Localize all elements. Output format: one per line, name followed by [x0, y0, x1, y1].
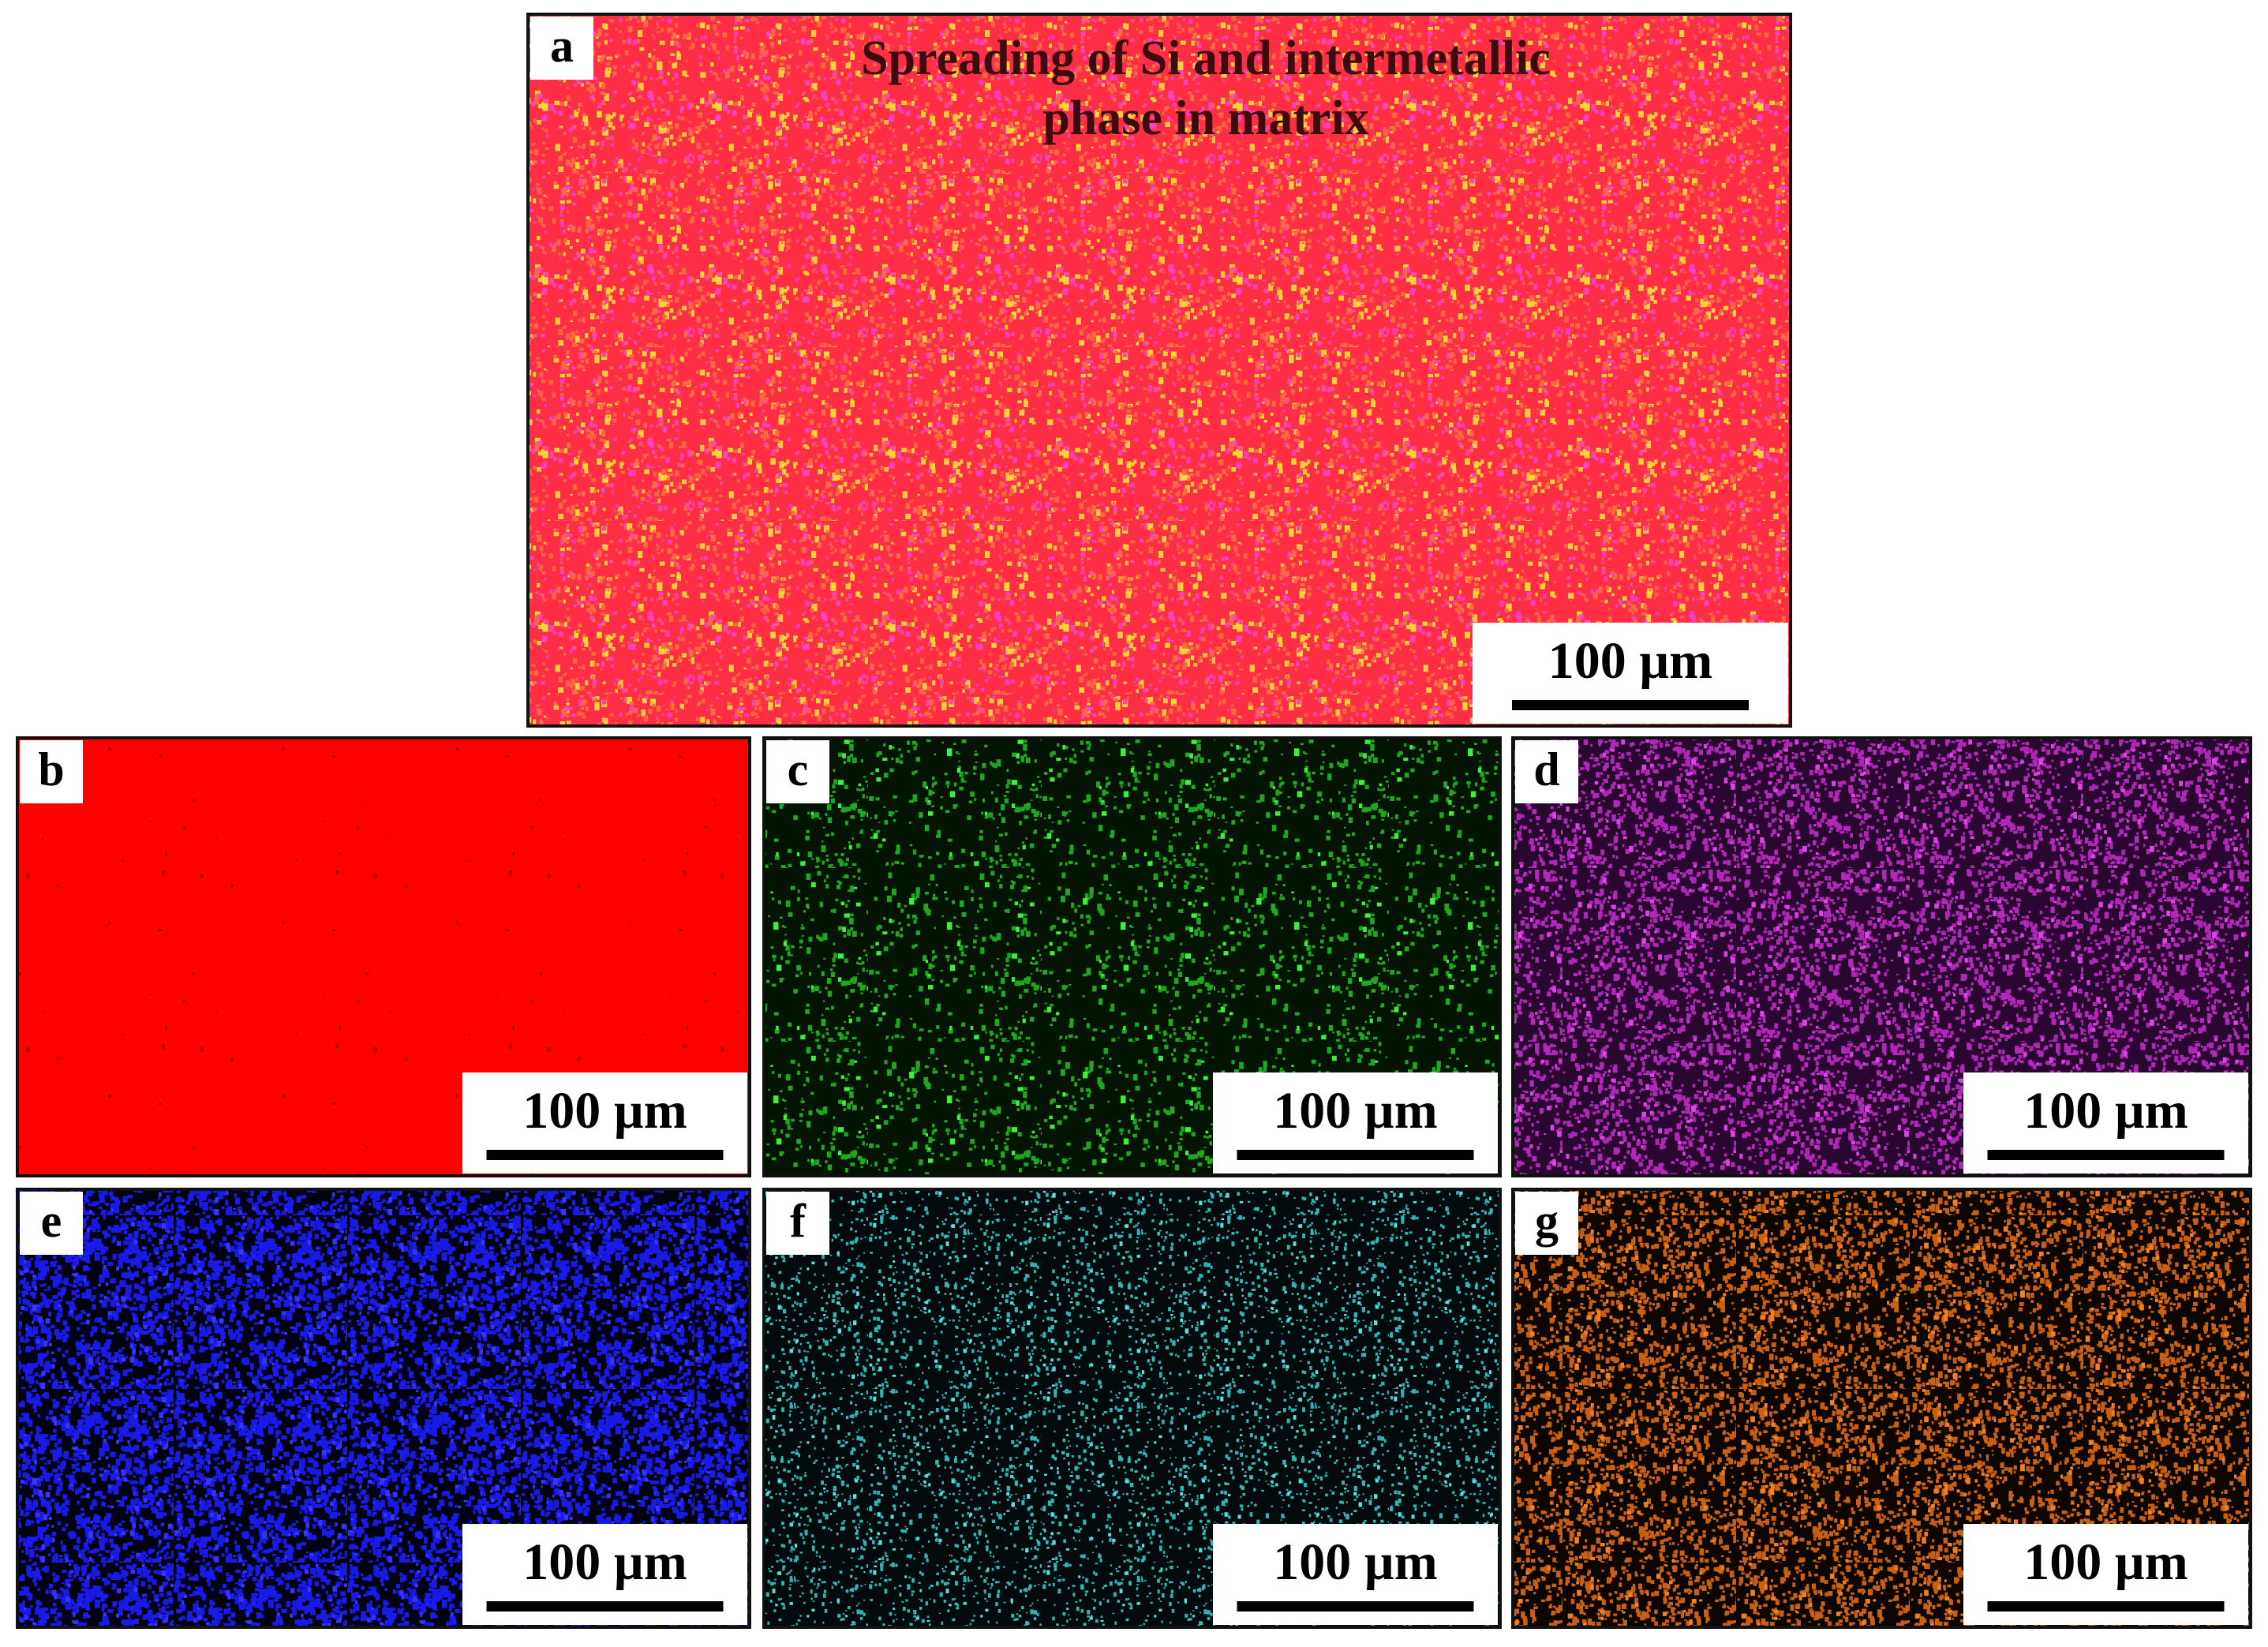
scale-bar: [1987, 1150, 2225, 1160]
scale-bar-text: 100 µm: [2023, 1533, 2188, 1591]
scale-bar-text: 100 µm: [522, 1082, 687, 1140]
map-panel: e 100 µm: [16, 1188, 751, 1629]
scale-bar: [486, 1150, 724, 1160]
panel-label: e: [41, 1195, 62, 1247]
scale-bar: [1512, 700, 1749, 710]
scale-bar-text: 100 µm: [2023, 1082, 2188, 1140]
scale-bar-text: 100 µm: [1273, 1082, 1438, 1140]
label-box: [766, 1192, 829, 1255]
scale-bar-text: 100 µm: [1548, 632, 1713, 690]
figure-title: Spreading of Si and intermetallic: [861, 32, 1551, 85]
panel-label: c: [788, 743, 809, 795]
panel-label: d: [1533, 743, 1559, 795]
scale-bar: [1237, 1150, 1474, 1160]
scale-bar: [1987, 1601, 2225, 1611]
label-box: [20, 1192, 83, 1255]
map-panel: d 100 µm: [1511, 736, 2252, 1177]
panel-label: b: [38, 743, 64, 795]
scale-bar: [486, 1601, 724, 1611]
panel-label: a: [550, 20, 574, 72]
scale-bar: [1237, 1601, 1474, 1611]
panel-label: g: [1535, 1195, 1559, 1247]
label-box: [1515, 740, 1578, 803]
figure-title: phase in matrix: [1042, 92, 1368, 145]
label-box: [1515, 1192, 1578, 1255]
map-panel: g 100 µm: [1511, 1188, 2252, 1629]
label-box: [20, 740, 83, 803]
label-box: [766, 740, 829, 803]
panel-label: f: [790, 1195, 807, 1247]
map-panel: a 100 µm: [526, 13, 1792, 728]
map-panel: b 100 µm: [16, 736, 751, 1177]
map-image: [526, 13, 1792, 728]
scale-bar-text: 100 µm: [1273, 1533, 1438, 1591]
map-panel: c 100 µm: [762, 736, 1502, 1177]
map-panel: f 100 µm: [762, 1188, 1502, 1629]
label-box: [530, 17, 593, 80]
scale-bar-text: 100 µm: [522, 1533, 687, 1591]
